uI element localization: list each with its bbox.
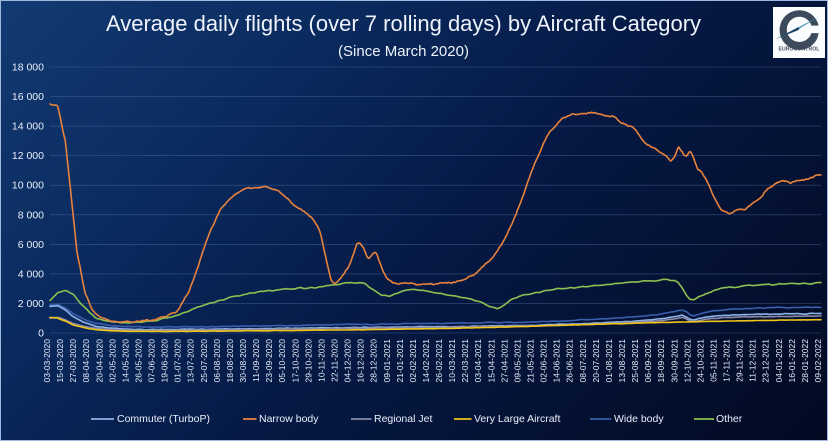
svg-text:Regional Jet: Regional Jet <box>374 413 432 425</box>
svg-text:Narrow body: Narrow body <box>259 413 319 425</box>
svg-text:Very Large Aircraft: Very Large Aircraft <box>474 413 560 425</box>
svg-text:Other: Other <box>716 413 743 425</box>
svg-text:Wide body: Wide body <box>614 413 664 425</box>
svg-text:EUROCONTROL: EUROCONTROL <box>779 46 820 52</box>
svg-text:Commuter (TurboP): Commuter (TurboP) <box>117 413 210 425</box>
